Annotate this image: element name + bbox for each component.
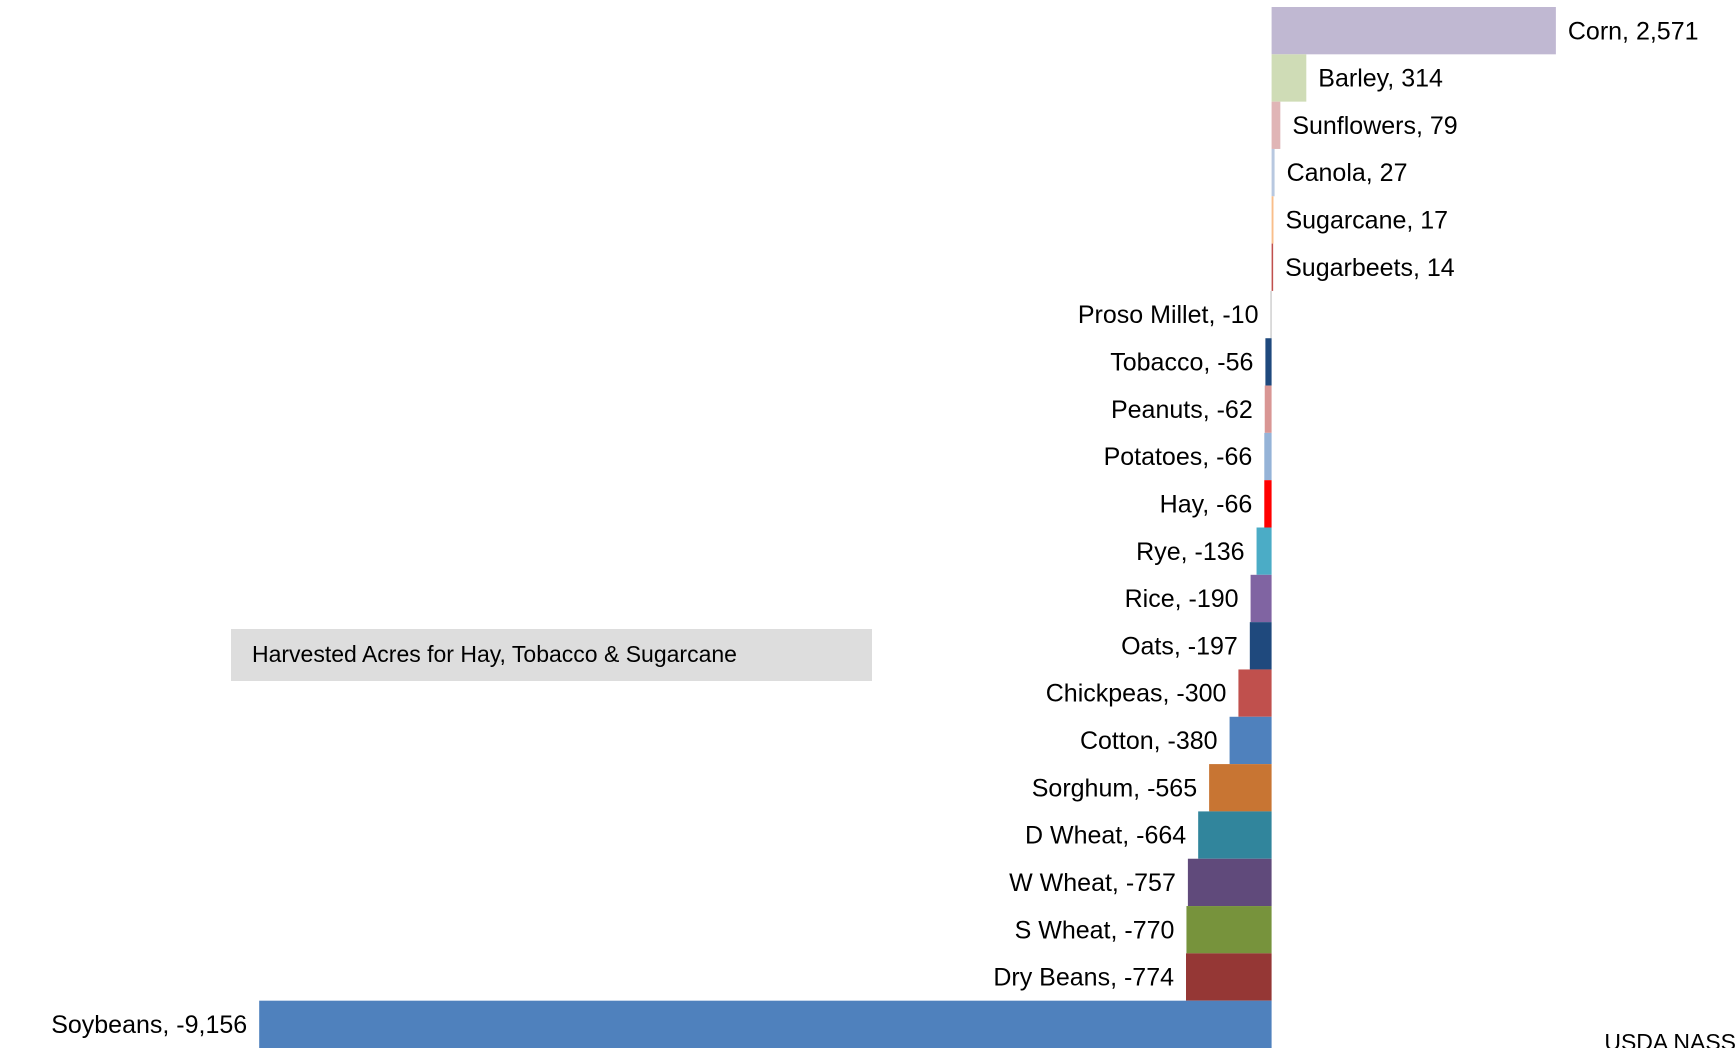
data-label: Potatoes, -66 [1104, 443, 1253, 471]
data-label: Canola, 27 [1287, 159, 1408, 187]
bar [1209, 764, 1272, 812]
bar [1250, 574, 1272, 623]
data-label: Hay, -66 [1160, 490, 1253, 518]
data-label: Proso Millet, -10 [1078, 301, 1259, 329]
bar [1271, 243, 1274, 291]
data-label: W Wheat, -757 [1009, 869, 1176, 897]
bar [1186, 953, 1272, 1001]
data-label: S Wheat, -770 [1015, 916, 1175, 944]
bar [1238, 669, 1272, 717]
data-label: Rye, -136 [1136, 538, 1244, 566]
data-label: D Wheat, -664 [1025, 822, 1186, 850]
bar [1271, 7, 1556, 55]
bar [1186, 906, 1272, 954]
bar [1271, 54, 1307, 102]
annotation: Harvested Acres for Hay, Tobacco & Sugar… [252, 641, 737, 667]
bar [259, 1000, 1272, 1048]
data-label: Soybeans, -9,156 [51, 1011, 247, 1039]
data-label: Corn, 2,571 [1568, 17, 1699, 45]
bar [1265, 338, 1272, 386]
data-label: Oats, -197 [1121, 632, 1238, 660]
bar [1271, 148, 1275, 197]
bar [1198, 811, 1272, 859]
bar [1264, 432, 1272, 481]
bar [1271, 101, 1281, 149]
data-label: Cotton, -380 [1080, 727, 1218, 755]
data-label: Sugarbeets, 14 [1285, 254, 1455, 282]
data-label: Chickpeas, -300 [1046, 680, 1227, 708]
data-label: Barley, 314 [1318, 65, 1443, 93]
data-label: Sorghum, -565 [1032, 774, 1197, 802]
data-label: Rice, -190 [1125, 585, 1239, 613]
data-label: Tobacco, -56 [1110, 348, 1253, 376]
bar [1229, 716, 1272, 765]
bar [1264, 480, 1272, 528]
data-label: Peanuts, -62 [1111, 396, 1253, 424]
bar [1270, 290, 1272, 339]
annotation-box [231, 629, 872, 681]
data-label: Dry Beans, -774 [993, 964, 1174, 992]
bar [1271, 196, 1274, 244]
bar [1264, 385, 1272, 433]
source: USDA NASS [1604, 1029, 1736, 1048]
bar [1249, 622, 1272, 670]
bar [1187, 858, 1272, 907]
bar [1256, 527, 1272, 575]
data-label: Sunflowers, 79 [1292, 112, 1457, 140]
data-label: Sugarcane, 17 [1285, 207, 1448, 235]
